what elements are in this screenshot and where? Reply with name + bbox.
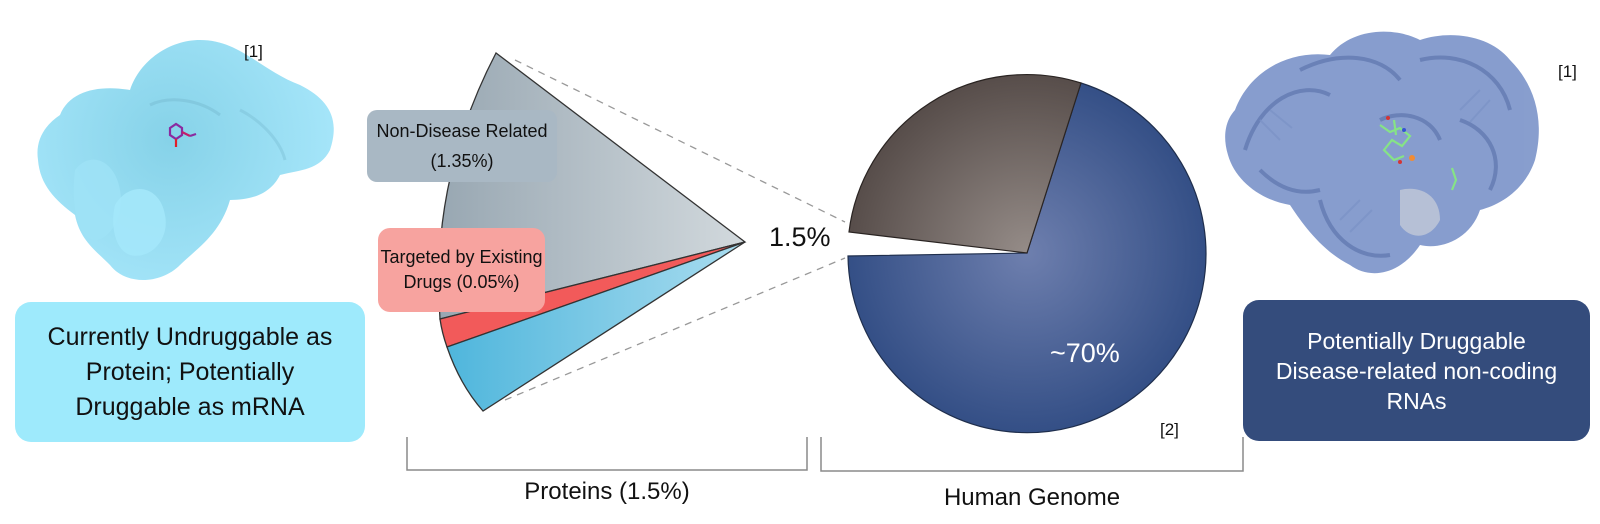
genome-pie-chart	[847, 73, 1207, 434]
label-targeted-by-drugs: Targeted by Existing Drugs (0.05%)	[378, 228, 545, 312]
label-non-disease-related: Non-Disease Related (1.35%)	[367, 110, 557, 182]
label-targeted-text: Targeted by Existing Drugs (0.05%)	[380, 247, 543, 292]
ligand-molecule-icon	[1379, 116, 1458, 191]
protein-share-label: 1.5%	[769, 222, 831, 252]
proteins-caption: Proteins (1.5%)	[524, 478, 690, 505]
ncrna-share-label: ~70%	[1050, 338, 1120, 368]
label-non-disease-text: Non-Disease Related (1.35%)	[376, 121, 548, 171]
druggable-ncrna-text: Potentially Druggable Disease-related no…	[1275, 327, 1558, 414]
proteins-bracket	[406, 437, 808, 471]
protein-structure-illustration	[37, 40, 334, 280]
reference-marker-rna: [1]	[1558, 62, 1577, 81]
reference-marker-genome: [2]	[1160, 420, 1179, 439]
pie-slice-ncrna	[847, 82, 1207, 434]
genome-bracket	[820, 437, 1244, 472]
brackets	[406, 437, 1244, 472]
wedge-slice-undruggable	[446, 241, 746, 412]
pie-slice-other	[848, 73, 1082, 254]
undruggable-protein-text: Currently Undruggable as Protein; Potent…	[47, 322, 333, 421]
druggable-ncrna-callout: Potentially Druggable Disease-related no…	[1243, 300, 1590, 441]
reference-marker-protein: [1]	[244, 42, 263, 61]
ligand-molecule-icon	[168, 122, 197, 147]
rna-structure-illustration	[1225, 31, 1539, 274]
genome-caption: Human Genome	[943, 484, 1121, 511]
undruggable-protein-callout: Currently Undruggable as Protein; Potent…	[15, 302, 365, 442]
zoom-connector-lines	[504, 59, 846, 401]
